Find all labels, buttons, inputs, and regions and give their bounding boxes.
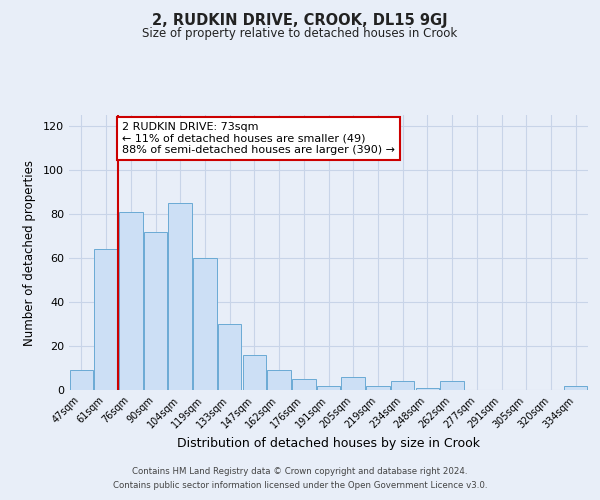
Bar [144, 232, 167, 390]
Bar [416, 388, 439, 390]
Bar [564, 386, 587, 390]
Text: 2, RUDKIN DRIVE, CROOK, DL15 9GJ: 2, RUDKIN DRIVE, CROOK, DL15 9GJ [152, 12, 448, 28]
Y-axis label: Number of detached properties: Number of detached properties [23, 160, 36, 346]
Bar [366, 386, 389, 390]
Text: Contains public sector information licensed under the Open Government Licence v3: Contains public sector information licen… [113, 481, 487, 490]
Bar [70, 370, 93, 390]
Bar [292, 379, 316, 390]
Bar [341, 377, 365, 390]
Text: Size of property relative to detached houses in Crook: Size of property relative to detached ho… [142, 28, 458, 40]
Bar [268, 370, 291, 390]
Text: 2 RUDKIN DRIVE: 73sqm
← 11% of detached houses are smaller (49)
88% of semi-deta: 2 RUDKIN DRIVE: 73sqm ← 11% of detached … [122, 122, 395, 155]
Bar [440, 381, 464, 390]
Bar [317, 386, 340, 390]
Bar [119, 212, 143, 390]
Bar [94, 249, 118, 390]
Bar [242, 355, 266, 390]
Bar [391, 381, 415, 390]
X-axis label: Distribution of detached houses by size in Crook: Distribution of detached houses by size … [177, 437, 480, 450]
Bar [193, 258, 217, 390]
Bar [169, 203, 192, 390]
Bar [218, 324, 241, 390]
Text: Contains HM Land Registry data © Crown copyright and database right 2024.: Contains HM Land Registry data © Crown c… [132, 468, 468, 476]
